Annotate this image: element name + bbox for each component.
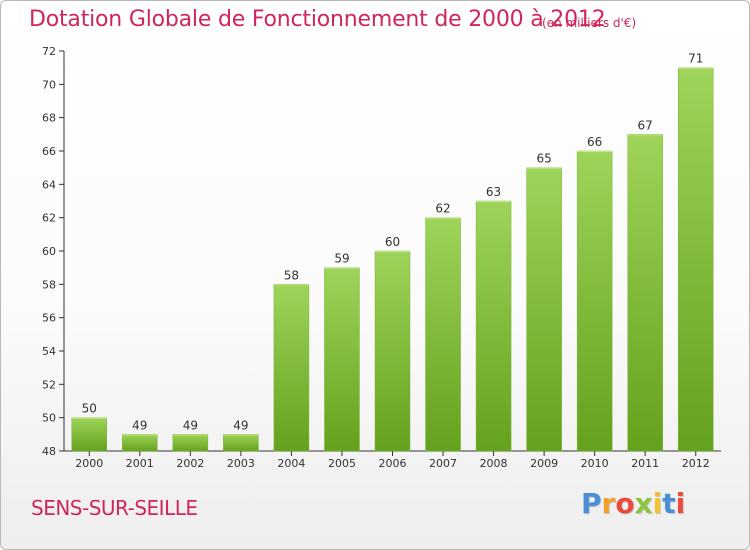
y-tick-label: 56 [42, 312, 56, 325]
proxiti-logo[interactable]: Proxiti [581, 487, 685, 520]
y-tick-label: 60 [42, 245, 56, 258]
logo-letter-5: t [662, 487, 676, 520]
value-labels: 50 49 49 49 58 59 60 62 63 65 66 67 71 [82, 52, 704, 433]
commune-name: SENS-SUR-SEILLE [31, 496, 198, 520]
y-tick-label: 68 [42, 112, 56, 125]
value-label-2001: 49 [132, 418, 147, 432]
chart-unit-note: (en milliers d'€) [542, 16, 637, 30]
value-label-2011: 67 [638, 118, 653, 132]
logo-letter-4: i [652, 487, 663, 520]
logo-letter-2: o [615, 487, 635, 520]
x-tick-label-2008: 2008 [480, 457, 508, 470]
bar-2003 [223, 434, 259, 452]
x-tick-label-2010: 2010 [581, 457, 609, 470]
bar-2008 [475, 200, 512, 452]
x-tick-label-2003: 2003 [227, 457, 255, 470]
value-label-2012: 71 [688, 52, 703, 66]
x-tick-label-2000: 2000 [75, 457, 103, 470]
bars [71, 67, 714, 452]
y-tick-label: 62 [42, 212, 56, 225]
y-tick-label: 50 [42, 412, 56, 425]
bar-2009 [526, 167, 562, 452]
logo-letter-0: P [581, 487, 602, 520]
value-label-2009: 65 [536, 152, 551, 166]
bar-2000 [71, 417, 108, 452]
x-tick-label-2009: 2009 [530, 457, 558, 470]
value-label-2010: 66 [587, 135, 602, 149]
logo-letter-1: r [601, 487, 616, 520]
x-tick-label-2002: 2002 [176, 457, 204, 470]
bar-2006 [374, 250, 411, 452]
y-tick-label: 72 [42, 45, 56, 58]
y-axis: 48 50 52 54 56 58 60 62 64 66 68 70 72 [42, 45, 65, 458]
x-tick-label-2004: 2004 [277, 457, 305, 470]
bar-2001 [122, 434, 158, 452]
value-label-2000: 50 [82, 402, 97, 416]
y-tick-label: 66 [42, 145, 56, 158]
x-tick-label-2005: 2005 [328, 457, 356, 470]
bar-2007 [425, 217, 461, 452]
value-label-2006: 60 [385, 235, 400, 249]
y-tick-label: 58 [42, 278, 56, 291]
y-tick-label: 54 [42, 345, 56, 358]
x-tick-label-2007: 2007 [429, 457, 457, 470]
bar-2010 [576, 150, 613, 452]
logo-letter-3: x [634, 487, 653, 520]
x-tick-label-2012: 2012 [682, 457, 710, 470]
bar-2004 [273, 284, 310, 452]
x-tick-label-2011: 2011 [631, 457, 659, 470]
logo-letter-6: i [675, 487, 686, 520]
x-tick-label-2001: 2001 [126, 457, 154, 470]
y-tick-label: 70 [42, 78, 56, 91]
value-label-2002: 49 [183, 418, 198, 432]
y-tick-label: 52 [42, 378, 56, 391]
bar-2005 [324, 267, 360, 452]
value-label-2003: 49 [233, 418, 248, 432]
value-label-2005: 59 [334, 252, 349, 266]
y-tick-label: 48 [42, 445, 56, 458]
value-label-2004: 58 [284, 268, 299, 282]
x-axis: 2000 2001 2002 2003 2004 2005 2006 2007 2008 2009… [64, 450, 721, 470]
bar-2011 [627, 134, 663, 452]
bar-2002 [172, 434, 209, 452]
bar-2012 [677, 67, 714, 452]
value-label-2008: 63 [486, 185, 501, 199]
y-tick-label: 64 [42, 178, 56, 191]
chart-title: Dotation Globale de Fonctionnement de 20… [29, 7, 606, 32]
x-tick-label-2006: 2006 [379, 457, 407, 470]
value-label-2007: 62 [435, 202, 450, 216]
